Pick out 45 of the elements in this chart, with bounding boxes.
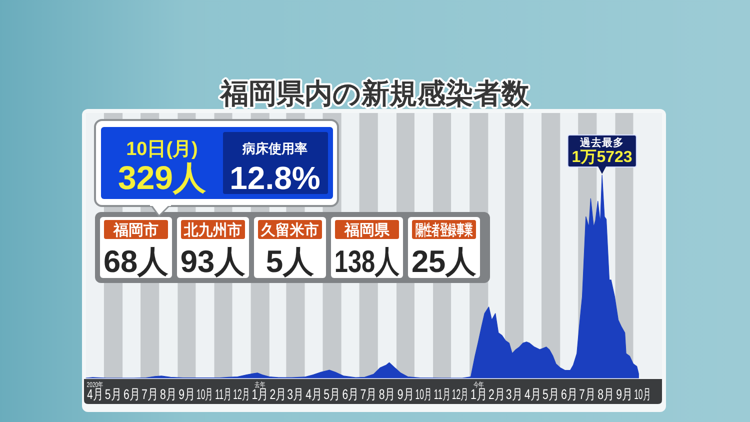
annotation: 1万5723 — [572, 149, 632, 166]
annotation: 福岡県 — [344, 222, 390, 239]
annotation: 陽性者登録事業 — [415, 221, 473, 239]
x-tick-label: 6月 — [342, 386, 358, 402]
x-tick-label: 2月 — [488, 386, 505, 402]
annotation: 久留米市 — [260, 220, 320, 240]
x-tick-label: 4月 — [306, 386, 322, 402]
annotation: 68人 — [103, 244, 170, 280]
annotation: 福岡市 — [112, 221, 158, 239]
annotation: 5人 — [266, 244, 316, 279]
x-tick-label: 12月 — [233, 388, 250, 403]
x-tick-label: 10月 — [634, 388, 650, 403]
x-tick-label: 3月 — [287, 386, 304, 402]
x-tick-label: 3月 — [506, 386, 522, 402]
x-tick-label: 11月 — [215, 388, 232, 403]
annotation: 138人 — [334, 244, 401, 279]
x-tick-label: 5月 — [542, 386, 559, 402]
x-tick-label: 7月 — [579, 386, 596, 402]
x-tick-label: 6月 — [123, 386, 140, 402]
annotation: 過去最多 — [579, 136, 624, 149]
annotation: 北九州市 — [182, 220, 242, 240]
x-tick-label: 8月 — [598, 386, 614, 402]
text: 10日(月) — [126, 139, 198, 160]
x-tick-label: 11月 — [434, 388, 450, 403]
annotation: 12.8% — [230, 160, 320, 196]
text: 病床使用率 — [242, 141, 308, 156]
x-tick-label: 5月 — [324, 386, 340, 402]
chart-title: 福岡県内の新規感染者数 — [218, 78, 530, 109]
x-tick-label: 4月 — [524, 386, 541, 402]
x-tick-label: 7月 — [141, 386, 158, 402]
x-tick-label: 9月 — [178, 386, 195, 402]
x-tick-label: 5月 — [104, 386, 122, 402]
x-tick-label: 6月 — [561, 386, 578, 402]
x-tick-label: 9月 — [397, 386, 414, 402]
x-tick-label: 8月 — [378, 386, 395, 402]
annotation: 329人 — [118, 159, 208, 196]
x-tick-label: 7月 — [360, 386, 376, 402]
annotation: 93人 — [180, 244, 247, 280]
x-tick-label: 10月 — [415, 388, 432, 403]
x-tick-label: 8月 — [160, 386, 176, 402]
x-tick-label: 12月 — [452, 388, 468, 403]
annotation: 25人 — [411, 244, 478, 280]
x-tick-label: 10月 — [196, 388, 213, 403]
x-tick-label: 2月 — [270, 386, 286, 402]
x-tick-label: 9月 — [616, 386, 632, 402]
